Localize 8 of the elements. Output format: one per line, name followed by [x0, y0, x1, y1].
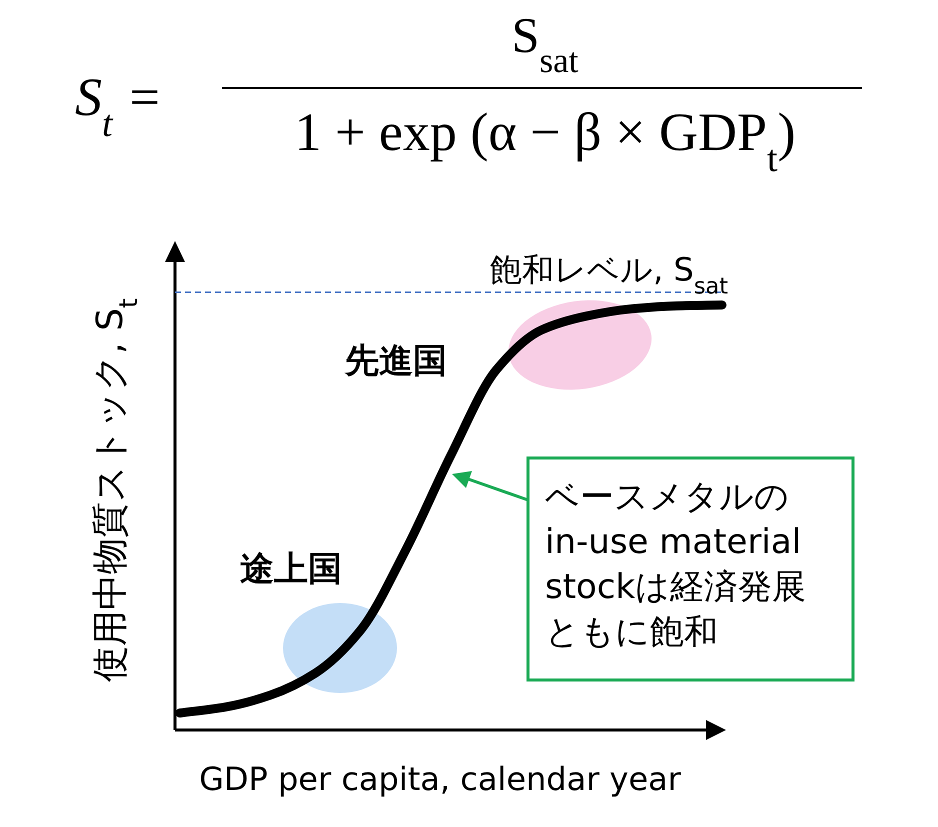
- text: S$_{t}$ =: [75, 67, 162, 145]
- annotation: 途上国: [240, 549, 342, 589]
- ref-line-label: 飽和レベル, S$_{sat}$: [490, 250, 728, 300]
- annotation: 先進国: [344, 341, 447, 381]
- text: 1 + exp (α − β × GDP$_{t}$): [294, 102, 796, 180]
- text: S$_{sat}$: [512, 7, 579, 80]
- annotation: ベースメタルのin-use material stockは経済発展ともに飽和: [545, 477, 806, 652]
- x-axis-title: GDP per capita, calendar year: [199, 760, 682, 798]
